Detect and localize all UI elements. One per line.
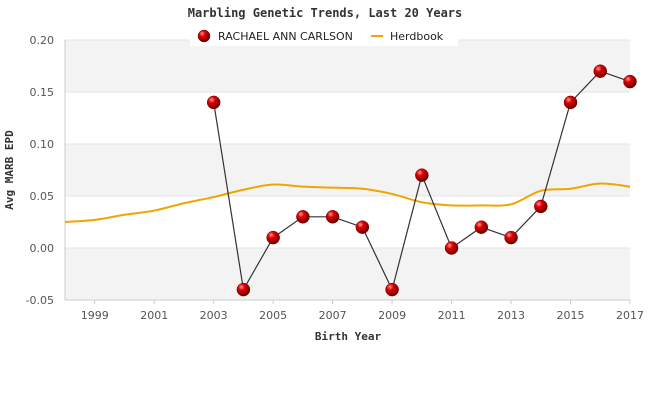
data-point-rachael-ann-carlson <box>385 282 399 297</box>
data-point-rachael-ann-carlson <box>236 282 251 297</box>
y-tick-label: 0.20 <box>30 34 55 47</box>
data-point-rachael-ann-carlson <box>206 95 221 110</box>
y-tick-label: 0.10 <box>30 138 55 151</box>
x-tick-label: 2003 <box>200 309 228 322</box>
plot-background <box>65 40 630 300</box>
y-tick-label: 0.00 <box>30 242 55 255</box>
x-tick-label: 2013 <box>497 309 525 322</box>
axes <box>64 40 631 304</box>
legend-label-herdbook: Herdbook <box>390 30 444 43</box>
y-tick-label: 0.15 <box>30 86 55 99</box>
x-axis-title: Birth Year <box>315 330 382 343</box>
data-point-rachael-ann-carlson <box>444 241 459 255</box>
data-point-rachael-ann-carlson <box>325 210 340 224</box>
data-point-rachael-ann-carlson <box>623 74 637 89</box>
data-point-rachael-ann-carlson <box>415 168 429 182</box>
x-tick-label: 2001 <box>140 309 168 322</box>
x-tick-label: 2009 <box>378 309 406 322</box>
x-tick-label: 2017 <box>616 309 644 322</box>
x-tick-label: 2015 <box>557 309 585 322</box>
data-point-rachael-ann-carlson <box>534 199 548 214</box>
legend-label-rachael-ann-carlson: RACHAEL ANN CARLSON <box>218 30 353 43</box>
data-point-rachael-ann-carlson <box>593 64 608 78</box>
grid-band <box>65 40 630 92</box>
legend-background <box>190 26 458 46</box>
y-tick-label: -0.05 <box>26 294 54 307</box>
data-point-rachael-ann-carlson <box>296 210 310 224</box>
legend: RACHAEL ANN CARLSON Herdbook <box>190 26 458 46</box>
y-tick-label: 0.05 <box>30 190 55 203</box>
data-point-rachael-ann-carlson <box>474 220 489 234</box>
legend-marker-rachael-ann-carlson <box>197 29 211 43</box>
data-point-rachael-ann-carlson <box>266 230 280 245</box>
grid-band <box>65 92 630 144</box>
data-point-rachael-ann-carlson <box>355 220 370 234</box>
x-tick-label: 1999 <box>81 309 109 322</box>
data-point-rachael-ann-carlson <box>563 95 578 110</box>
x-tick-label: 2011 <box>438 309 466 322</box>
tick-labels: -0.05 0.00 0.05 0.10 0.15 0.20 1999 2001 2003 200… <box>26 34 644 322</box>
y-axis-title: Avg MARB EPD <box>3 130 16 210</box>
grid-band <box>65 248 630 300</box>
x-tick-label: 2007 <box>319 309 347 322</box>
chart-title: Marbling Genetic Trends, Last 20 Years <box>188 6 463 20</box>
x-tick-label: 2005 <box>259 309 287 322</box>
data-point-rachael-ann-carlson <box>504 230 518 245</box>
series-line-herdbook <box>64 182 631 223</box>
series <box>64 64 637 297</box>
